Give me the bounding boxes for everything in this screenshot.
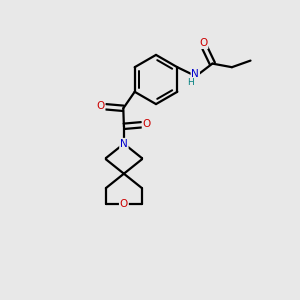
Text: H: H: [187, 78, 194, 87]
Text: N: N: [191, 69, 199, 80]
Text: N: N: [120, 139, 128, 149]
Text: O: O: [142, 119, 151, 129]
Text: O: O: [199, 38, 208, 48]
Text: O: O: [120, 199, 128, 209]
Text: O: O: [96, 101, 105, 111]
